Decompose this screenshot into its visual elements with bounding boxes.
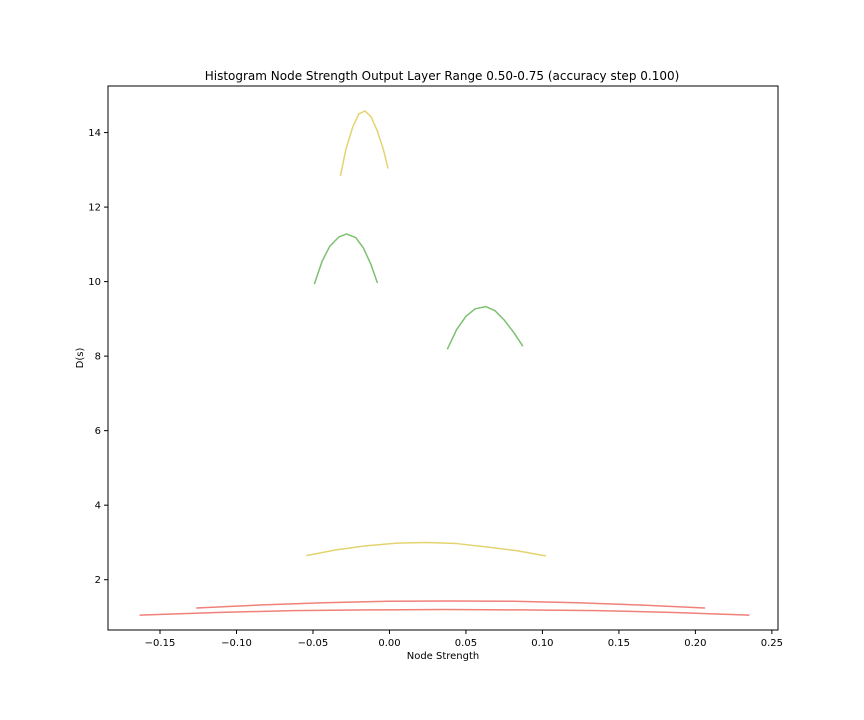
y-tick-label: 4 bbox=[95, 501, 101, 512]
series-line-4 bbox=[195, 600, 706, 609]
series-line-2 bbox=[446, 305, 524, 350]
y-tick-label: 6 bbox=[95, 426, 101, 437]
x-axis-label: Node Strength bbox=[407, 651, 480, 662]
x-tick-label: 0.10 bbox=[531, 638, 553, 649]
x-tick-label: −0.15 bbox=[145, 638, 176, 649]
x-tick-label: 0.25 bbox=[761, 638, 783, 649]
series-layer bbox=[139, 110, 750, 616]
plot-frame bbox=[107, 85, 779, 631]
x-tick-label: 0.20 bbox=[684, 638, 706, 649]
series-line-0 bbox=[339, 110, 389, 177]
y-tick-label: 14 bbox=[88, 128, 101, 139]
y-tick-label: 2 bbox=[95, 575, 101, 586]
x-tick-label: −0.05 bbox=[298, 638, 329, 649]
y-tick-label: 8 bbox=[95, 352, 101, 363]
x-tick-label: 0.15 bbox=[608, 638, 630, 649]
series-line-1 bbox=[313, 233, 378, 285]
x-tick-label: 0.05 bbox=[455, 638, 477, 649]
y-axis-label: D(s) bbox=[75, 348, 86, 369]
chart-title: Histogram Node Strength Output Layer Ran… bbox=[205, 69, 680, 83]
y-tick-label: 10 bbox=[88, 277, 101, 288]
x-axis: −0.15 −0.10 −0.05 0.00 0.05 0.10 0.15 0.20 0.25 bbox=[145, 630, 783, 649]
series-line-5 bbox=[139, 608, 750, 616]
x-tick-label: 0.00 bbox=[378, 638, 400, 649]
y-axis: 2 4 6 8 10 12 14 bbox=[88, 128, 108, 586]
x-tick-label: −0.10 bbox=[221, 638, 252, 649]
y-tick-label: 12 bbox=[88, 203, 101, 214]
series-line-3 bbox=[306, 541, 547, 557]
